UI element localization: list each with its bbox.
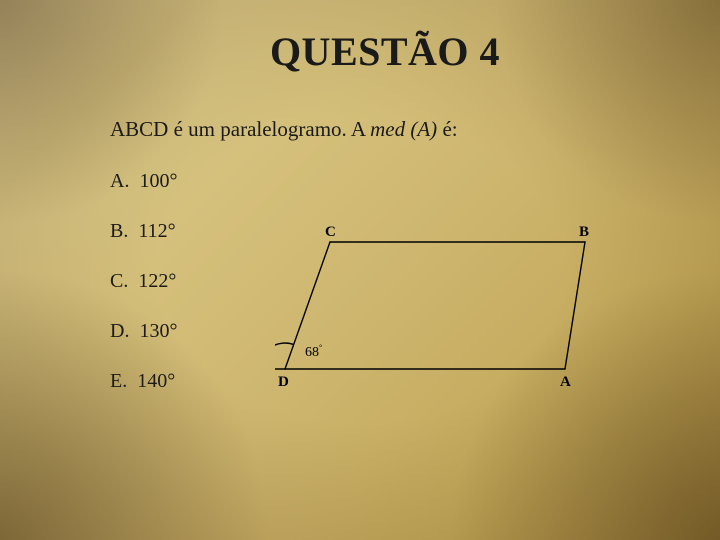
option-text: 122° — [138, 270, 176, 292]
parallelogram-figure: C B D A 68° — [275, 224, 595, 394]
option-letter: D. — [110, 320, 129, 342]
svg-text:D: D — [278, 374, 289, 390]
option-text: 140° — [137, 370, 175, 392]
prompt-post: é: — [437, 117, 457, 141]
option-a: A. 100° — [110, 170, 660, 193]
prompt-pre: ABCD é um paralelogramo. A — [110, 117, 370, 141]
option-letter: A. — [110, 170, 129, 192]
option-text: 112° — [138, 220, 175, 242]
figure-svg: C B D A 68° — [275, 224, 595, 394]
question-title: QUESTÃO 4 — [110, 28, 660, 75]
option-letter: C. — [110, 270, 128, 292]
svg-text:A: A — [560, 374, 571, 390]
option-letter: B. — [110, 220, 128, 242]
svg-text:B: B — [579, 224, 589, 240]
option-letter: E. — [110, 370, 127, 392]
svg-text:68°: 68° — [305, 343, 322, 360]
option-text: 130° — [139, 320, 177, 342]
question-prompt: ABCD é um paralelogramo. A med (A) é: — [110, 117, 660, 142]
prompt-italic: med (A) — [370, 117, 437, 141]
option-text: 100° — [139, 170, 177, 192]
slide-page: QUESTÃO 4 ABCD é um paralelogramo. A med… — [0, 0, 720, 540]
svg-text:C: C — [325, 224, 336, 240]
